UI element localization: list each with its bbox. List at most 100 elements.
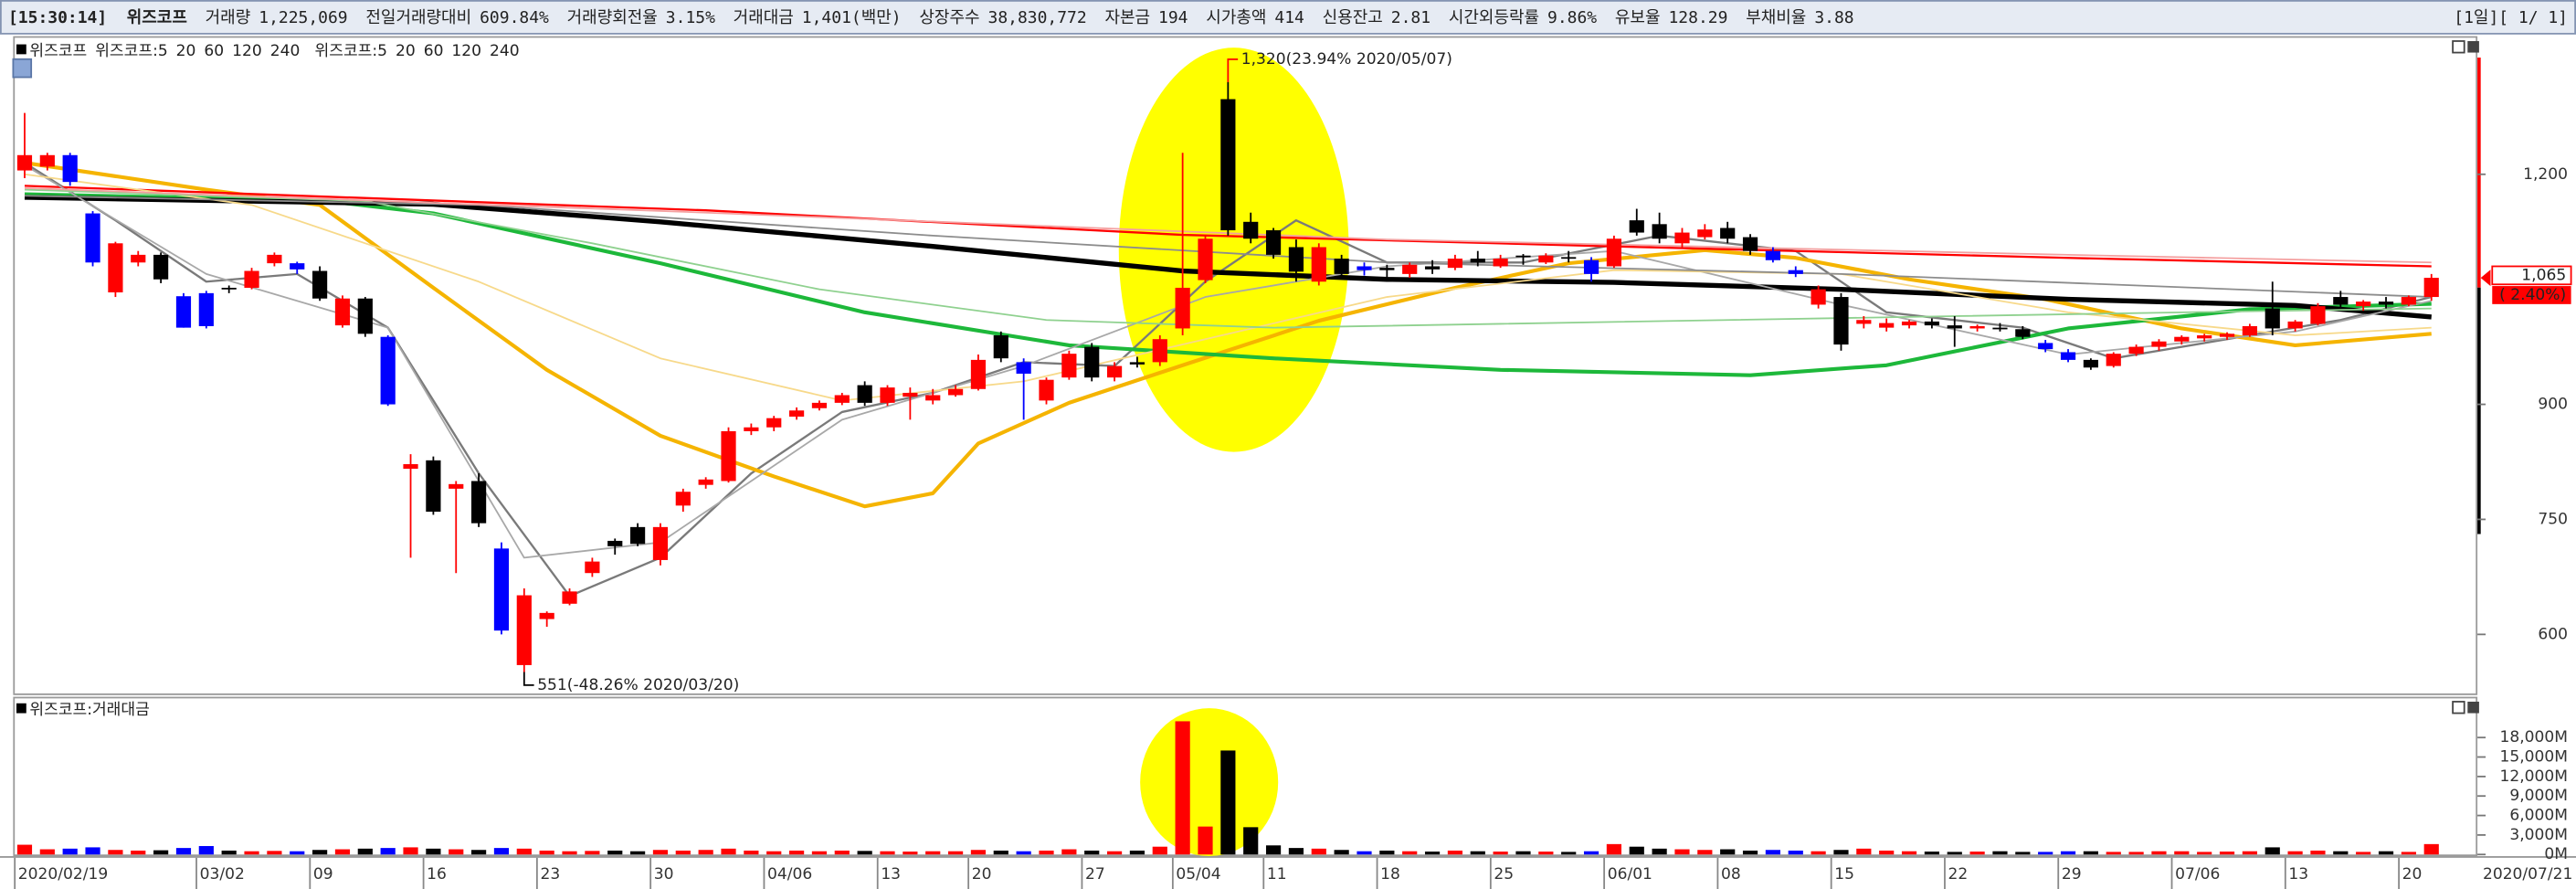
volume-bar xyxy=(1583,851,1599,855)
volume-bar xyxy=(1243,827,1259,855)
volume-bar xyxy=(1288,848,1304,855)
candle-body xyxy=(2038,343,2053,350)
candle-body xyxy=(1629,220,1644,233)
candle-body xyxy=(1220,99,1236,231)
candle-body xyxy=(585,561,600,574)
volume-bar xyxy=(1106,851,1123,855)
panel-button[interactable] xyxy=(2452,40,2465,54)
header-label: 신용잔고 xyxy=(1323,8,1383,27)
candle-body xyxy=(1334,259,1349,274)
legend-label: 120 xyxy=(451,42,481,60)
panel-icon[interactable] xyxy=(12,58,33,79)
last-price-label: 1,065 xyxy=(2521,266,2566,284)
volume-bar xyxy=(993,850,1008,855)
volume-bar xyxy=(1856,848,1872,855)
volume-bar xyxy=(131,850,146,855)
candle-body xyxy=(1765,250,1780,260)
volume-bar xyxy=(267,851,282,855)
volume-bar xyxy=(153,850,169,855)
moving-average-line xyxy=(24,195,2432,298)
volume-bar xyxy=(880,851,895,855)
x-tick-label: 22 xyxy=(1948,865,1969,884)
panel-button[interactable] xyxy=(2467,40,2479,53)
x-tick-label: 09 xyxy=(313,865,333,884)
volume-bar xyxy=(1879,850,1895,855)
volume-bar xyxy=(2106,852,2121,855)
candle-body xyxy=(516,595,532,665)
header-value: 2.81 xyxy=(1391,8,1431,27)
candle-body xyxy=(426,460,441,513)
header-label: 시간외등락률 xyxy=(1449,8,1539,27)
volume-bar xyxy=(2083,851,2098,855)
volume-bar xyxy=(471,850,487,855)
header-label: 시가총액 xyxy=(1206,8,1266,27)
volume-bar xyxy=(1901,851,1917,855)
x-tick-label: 11 xyxy=(1267,865,1287,884)
legend-label: 240 xyxy=(490,42,520,60)
candle-body xyxy=(1947,325,1962,329)
candle-body xyxy=(1720,228,1736,239)
volume-bar xyxy=(1765,850,1780,855)
x-tick-label: 05/04 xyxy=(1176,865,1220,884)
volume-bar xyxy=(947,851,964,855)
volume-bar xyxy=(312,850,328,855)
candle-body xyxy=(1470,259,1485,263)
volume-bar xyxy=(2423,843,2439,855)
candle-body xyxy=(857,385,872,403)
header-label: 전일거래량대비 xyxy=(365,8,471,27)
y-tick-label: 18,000M xyxy=(2500,728,2568,746)
volume-bar xyxy=(903,852,918,855)
volume-bar xyxy=(198,845,214,855)
candle-body xyxy=(1288,247,1304,272)
candle-body xyxy=(1357,266,1372,270)
x-tick-label: 27 xyxy=(1085,865,1105,884)
volume-bar xyxy=(1061,849,1077,855)
volume-bar xyxy=(766,851,782,855)
volume-bar xyxy=(244,851,259,855)
candle-body xyxy=(1084,346,1100,378)
volume-bar xyxy=(1697,850,1713,855)
candle-body xyxy=(1652,224,1667,239)
volume-bar xyxy=(788,850,805,855)
volume-bar xyxy=(426,848,441,855)
candle-body xyxy=(2401,297,2416,305)
x-tick-label: 08 xyxy=(1721,865,1741,884)
volume-bar xyxy=(85,847,100,855)
candle-body xyxy=(880,387,895,403)
candle-body xyxy=(312,270,328,299)
candle-body xyxy=(1447,259,1463,269)
moving-average-line xyxy=(24,161,2432,509)
x-tick-label: 29 xyxy=(2062,865,2082,884)
annotation-leader xyxy=(1227,58,1239,83)
moving-average-line xyxy=(24,188,2432,329)
candle-body xyxy=(562,591,577,604)
volume-bar xyxy=(2333,851,2349,855)
candle-body xyxy=(2060,352,2076,360)
annotation-leader xyxy=(523,672,534,686)
candle-body xyxy=(1583,259,1599,274)
candle-body xyxy=(334,298,351,326)
candle-body xyxy=(1152,339,1167,363)
candle-body xyxy=(2128,346,2144,355)
volume-bar xyxy=(1742,850,1758,855)
volume-bar xyxy=(1924,852,1939,855)
candle-body xyxy=(221,287,237,290)
volume-bar xyxy=(357,848,373,855)
y-tick-label: 600 xyxy=(2538,625,2568,643)
volume-bar xyxy=(1265,845,1282,855)
candle-body xyxy=(1243,221,1259,239)
volume-bar xyxy=(221,850,237,855)
panel-button[interactable] xyxy=(2452,701,2465,714)
candle-body xyxy=(2219,333,2235,337)
candle-body xyxy=(834,395,850,403)
panel-button[interactable] xyxy=(2467,701,2479,714)
candle-body xyxy=(2287,321,2303,329)
volume-bar xyxy=(2287,851,2303,855)
volume-bar xyxy=(2197,852,2212,855)
volume-bar xyxy=(2378,851,2394,855)
candle-body xyxy=(2083,359,2098,368)
candle-body xyxy=(1061,354,1077,378)
header-info: [15:30:14] 위즈코프 거래량 1,225,069 전일거래량대비 609.84%… xyxy=(8,8,1854,27)
